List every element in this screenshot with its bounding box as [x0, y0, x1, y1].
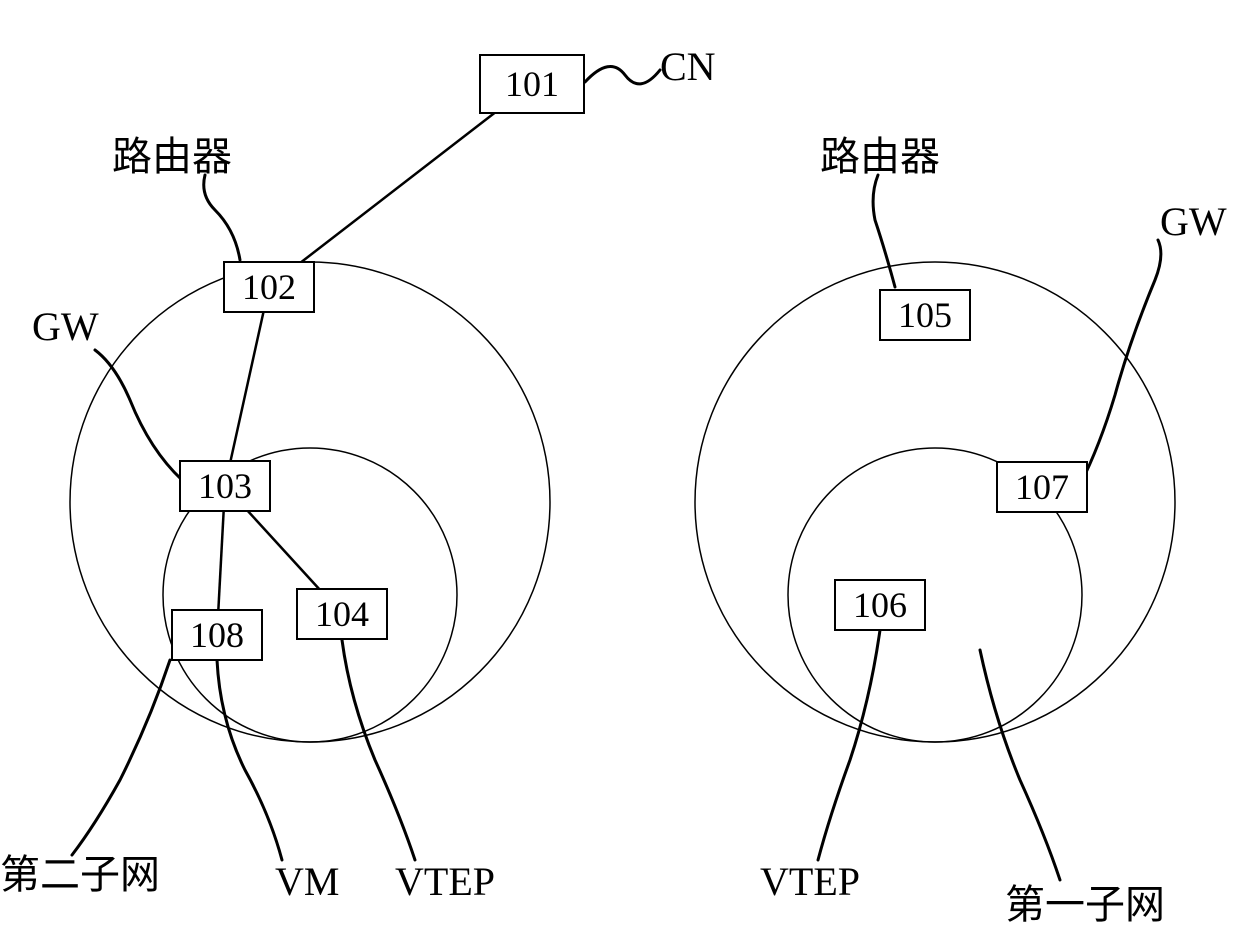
- node-108-label: 108: [190, 615, 244, 655]
- label-gw-right: GW: [1160, 199, 1227, 244]
- node-102: 102: [224, 262, 314, 312]
- node-105-label: 105: [898, 295, 952, 335]
- node-107-label: 107: [1015, 467, 1069, 507]
- node-104: 104: [297, 589, 387, 639]
- edge-n101-n102: [301, 113, 494, 262]
- label-subnet1: 第一子网: [1005, 882, 1165, 927]
- node-101-label: 101: [505, 64, 559, 104]
- lead-cn: [585, 66, 660, 83]
- lead-router-right: [873, 175, 895, 287]
- lead-vm: [217, 660, 282, 860]
- lead-subnet2: [72, 660, 170, 855]
- node-106-label: 106: [853, 585, 907, 625]
- node-102-label: 102: [242, 267, 296, 307]
- lead-vtep-left: [342, 640, 415, 860]
- label-router-right: 路由器: [820, 134, 940, 179]
- lead-gw-right: [1080, 240, 1161, 485]
- label-gw-left: GW: [32, 304, 99, 349]
- edge-n103-n104: [248, 511, 319, 589]
- label-vtep-left: VTEP: [395, 859, 495, 904]
- node-101: 101: [480, 55, 584, 113]
- lead-gw-left: [95, 350, 182, 480]
- label-subnet2: 第二子网: [0, 852, 160, 897]
- lead-subnet1: [980, 650, 1060, 880]
- node-106: 106: [835, 580, 925, 630]
- label-cn: CN: [660, 44, 716, 89]
- node-104-label: 104: [315, 594, 369, 634]
- edges-group: [218, 113, 494, 610]
- node-107: 107: [997, 462, 1087, 512]
- edge-n102-n103: [231, 312, 264, 461]
- edge-n103-n108: [218, 511, 223, 610]
- node-103: 103: [180, 461, 270, 511]
- left-outer-circle: [70, 262, 550, 742]
- label-vtep-right: VTEP: [760, 859, 860, 904]
- label-router-left: 路由器: [112, 134, 232, 179]
- network-diagram: 101 102 103 104 108 105 106 107 CN 路由器 GW VM VT…: [0, 0, 1240, 928]
- lead-vtep-right: [818, 630, 880, 860]
- node-103-label: 103: [198, 466, 252, 506]
- nodes-group: 101 102 103 104 108 105 106 107: [172, 55, 1087, 660]
- lead-router-left: [204, 175, 240, 260]
- node-105: 105: [880, 290, 970, 340]
- label-vm: VM: [275, 859, 339, 904]
- node-108: 108: [172, 610, 262, 660]
